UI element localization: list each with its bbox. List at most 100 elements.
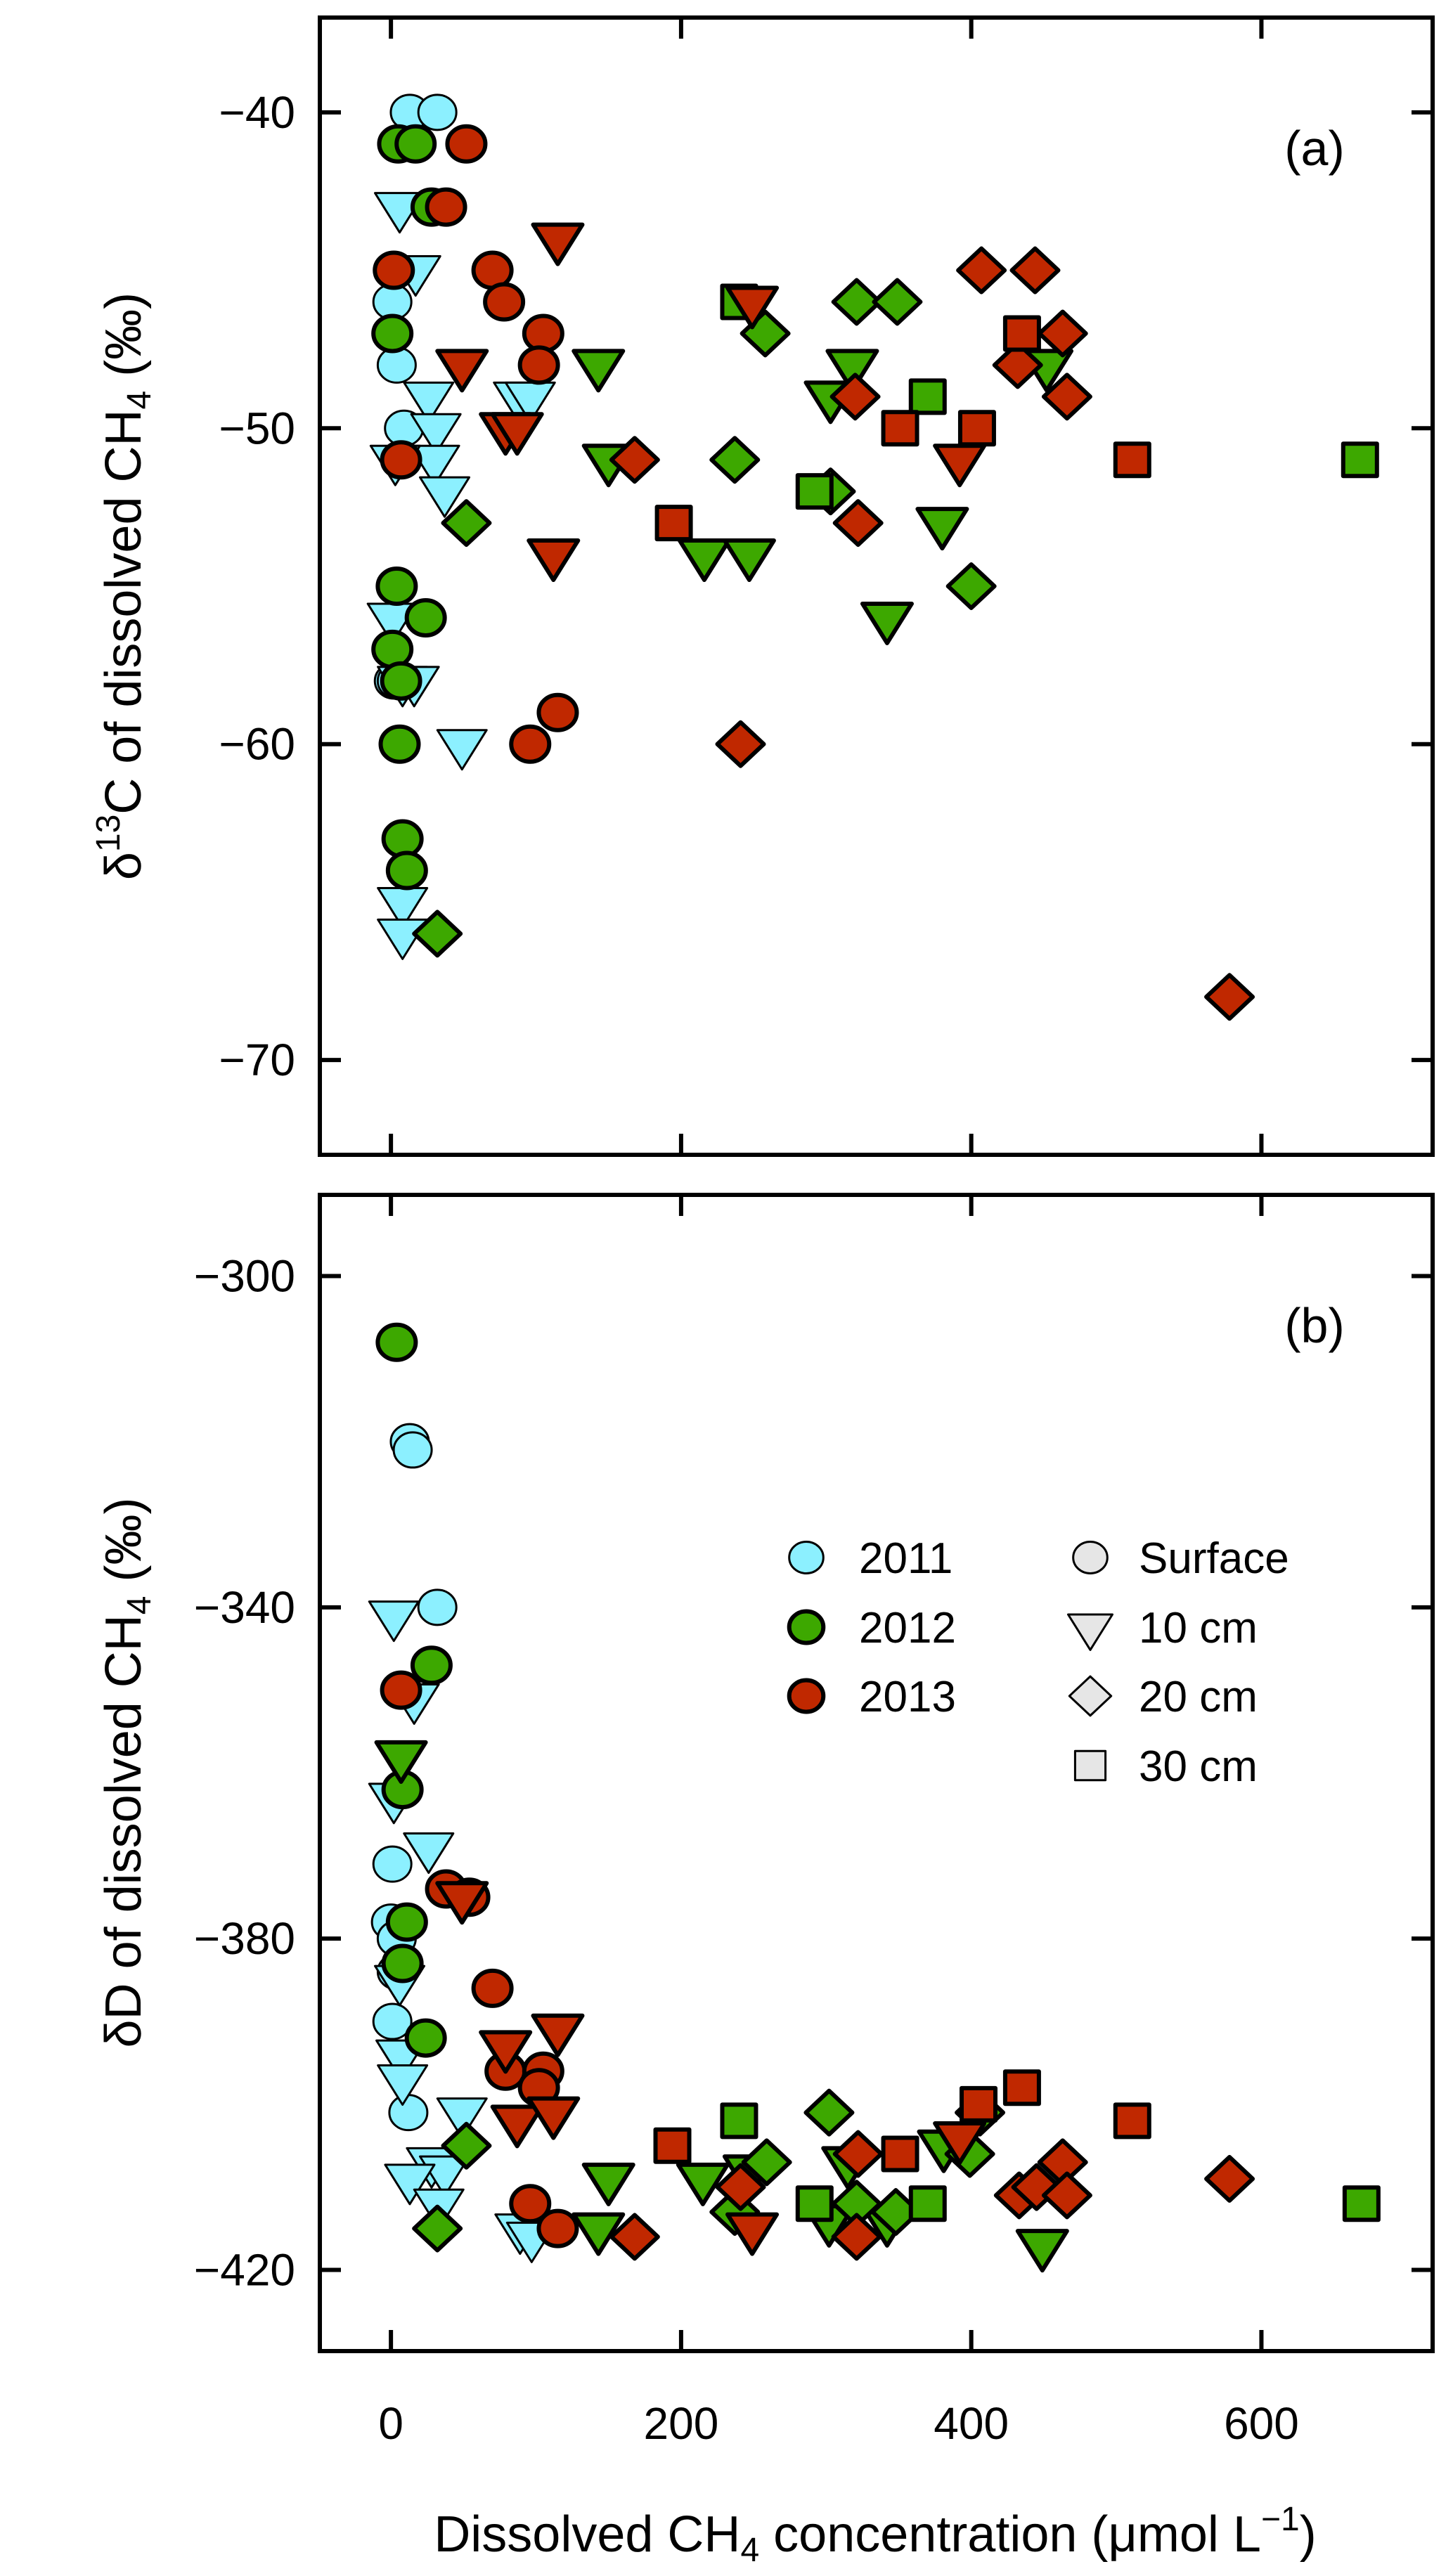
data-point-2013-10cm (725, 2212, 780, 2256)
data-point-2012-10cm (581, 2162, 635, 2206)
data-point-2013-20cm (715, 2163, 766, 2211)
panel-b: 0 200 400 600 −300 −340 −380 −420 (b) (194, 1193, 1435, 2449)
data-point-2012-20cm (441, 499, 492, 548)
y-tick-label: −420 (194, 2245, 295, 2296)
data-point-2013-20cm (609, 2213, 660, 2261)
x-tick-label: 600 (1224, 2398, 1299, 2449)
data-point-2011-10cm (408, 444, 460, 486)
data-point-2013-20cm (1204, 2154, 1255, 2203)
data-point-2013-20cm (829, 373, 881, 421)
data-point-2013-10cm (725, 285, 780, 330)
panel-label: (b) (1284, 1298, 1345, 1353)
legend-label-depth: 20 cm (1139, 1673, 1258, 1721)
data-point-2013-30cm (957, 410, 996, 447)
y-tick-label: −340 (194, 1582, 295, 1633)
data-point-2013-20cm (1037, 309, 1088, 358)
data-point-2011-10cm (436, 2097, 488, 2140)
data-point-2012-10cm (1015, 2229, 1069, 2273)
data-point-2011-10cm (403, 381, 455, 423)
legend-label-2013: 2013 (859, 1673, 956, 1721)
data-point-2011-10cm (418, 476, 470, 518)
data-point-2013-10cm (531, 222, 585, 266)
data-point-2012-10cm (677, 538, 731, 583)
data-point-2013-surface (509, 724, 552, 764)
data-point-2012-30cm (795, 2185, 834, 2222)
data-point-2012-10cm (374, 1740, 428, 1784)
data-point-2011-surface (392, 1431, 433, 1469)
legend-label-depth: Surface (1139, 1534, 1289, 1583)
data-point-2012-10cm (860, 601, 914, 645)
data-point-2011-surface (372, 1845, 413, 1883)
data-point-2013-10cm (531, 2013, 585, 2057)
data-point-2013-10cm (490, 412, 544, 456)
data-point-2013-10cm (527, 538, 581, 583)
data-point-2011-10cm (403, 1832, 455, 1875)
data-point-2013-30cm (1002, 315, 1041, 352)
data-point-2012-30cm (720, 2102, 758, 2140)
data-point-2013-20cm (1009, 246, 1061, 295)
data-point-2012-20cm (872, 278, 923, 326)
legend-marker-diamond (1068, 1675, 1113, 1717)
data-point-2013-surface (425, 187, 467, 227)
data-point-2012-20cm (741, 2138, 792, 2187)
data-point-2012-10cm (676, 2162, 730, 2206)
data-point-2013-30cm (881, 410, 919, 447)
data-point-2012-surface (371, 313, 414, 354)
data-point-2012-surface (404, 2018, 447, 2058)
data-point-2013-20cm (831, 2213, 882, 2261)
data-point-2012-surface (410, 1645, 453, 1685)
panel-a: −40 −50 −60 −70 (a) (219, 15, 1435, 1157)
legend-marker-triangle-down (1067, 1613, 1113, 1651)
data-point-2012-20cm (412, 2204, 463, 2253)
data-point-2011-surface (417, 1588, 458, 1626)
x-tick-label: 200 (644, 2398, 719, 2449)
data-point-2012-30cm (1342, 2185, 1381, 2222)
data-point-2011-10cm (384, 2163, 436, 2206)
data-point-2012-surface (378, 724, 421, 764)
y-tick-label: −60 (219, 719, 295, 770)
data-point-2012-30cm (795, 473, 834, 510)
legend-label-depth: 10 cm (1139, 1604, 1258, 1652)
y-tick-label: −50 (219, 403, 295, 453)
data-point-2013-20cm (715, 720, 766, 768)
data-point-2013-30cm (654, 505, 693, 542)
y-tick-label: −70 (219, 1035, 295, 1085)
data-point-2012-surface (394, 124, 437, 164)
data-point-2012-10cm (722, 538, 776, 583)
y-tick-label: −380 (194, 1913, 295, 1964)
plot-frame (318, 1193, 1435, 2353)
data-point-2013-20cm (1041, 2171, 1092, 2220)
data-point-2011-surface (417, 93, 458, 131)
data-point-2011-surface (388, 2094, 429, 2132)
x-tick-label: 0 (378, 2398, 403, 2449)
data-point-2013-30cm (1113, 2102, 1151, 2140)
x-axis-label: Dissolved CH4 concentration (μmol L−1) (434, 2501, 1316, 2569)
legend-label-depth: 30 cm (1139, 1742, 1258, 1791)
data-point-2013-surface (471, 1968, 514, 2008)
data-point-2013-10cm (933, 2121, 987, 2165)
data-point-2013-surface (536, 692, 579, 732)
data-point-2013-30cm (1113, 441, 1151, 479)
data-point-2012-20cm (412, 910, 463, 958)
data-point-2013-10cm (490, 2104, 544, 2149)
data-point-2013-surface (380, 440, 422, 480)
data-point-2012-10cm (571, 349, 626, 393)
data-point-2011-10cm (377, 2064, 429, 2106)
legend: 2011 2012 2013 Surface 10 cm 20 cm 30 cm (787, 1534, 1289, 1791)
data-point-2012-30cm (908, 2185, 947, 2222)
data-point-2012-30cm (908, 378, 947, 415)
data-point-2011-10cm (410, 413, 462, 455)
data-point-2013-30cm (653, 2127, 692, 2164)
data-point-2013-10cm (933, 444, 987, 488)
data-point-2013-surface (380, 1670, 422, 1710)
data-point-2013-30cm (881, 2135, 919, 2173)
data-point-2013-10cm (479, 2030, 533, 2074)
data-point-2012-10cm (825, 349, 879, 393)
data-point-2013-20cm (832, 499, 884, 548)
data-point-2012-10cm (571, 2212, 626, 2256)
data-point-2012-surface (375, 567, 418, 606)
plot-frame (318, 15, 1435, 1157)
y-tick-label: −300 (194, 1250, 295, 1301)
legend-marker-2012 (787, 1609, 826, 1645)
